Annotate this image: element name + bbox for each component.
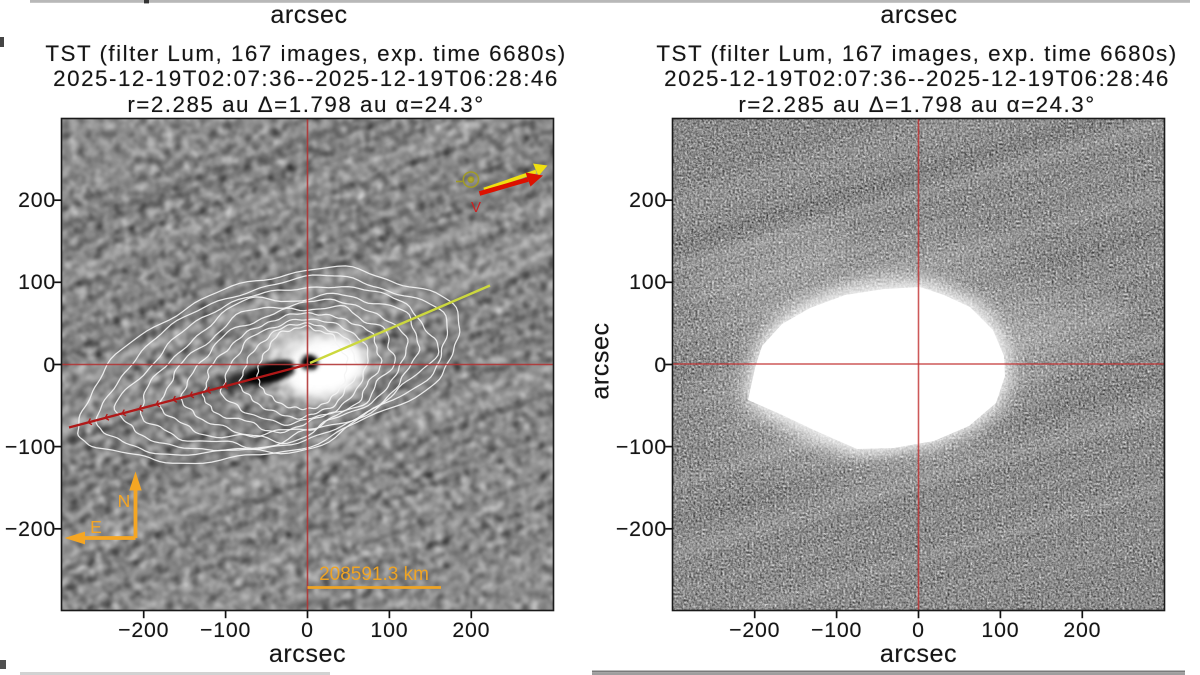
svg-text:V: V bbox=[471, 199, 481, 216]
svg-text:208591.3 km: 208591.3 km bbox=[319, 564, 429, 585]
svg-text:N: N bbox=[118, 491, 131, 511]
svg-text:E: E bbox=[90, 517, 102, 537]
